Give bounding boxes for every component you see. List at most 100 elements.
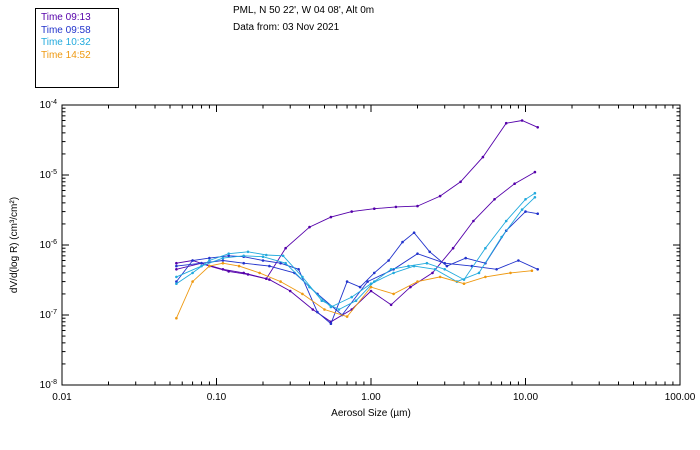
data-point-marker (389, 303, 393, 307)
data-point-marker (366, 280, 369, 283)
data-point-marker (500, 235, 503, 239)
data-point-marker (242, 254, 245, 258)
data-point-marker (297, 268, 300, 271)
data-point-marker (425, 261, 429, 265)
data-point-marker (279, 280, 282, 283)
data-point-marker (536, 212, 539, 215)
series-time-0913-0 (175, 119, 539, 281)
data-point-marker (208, 259, 211, 262)
data-point-marker (221, 259, 225, 262)
data-point-marker (373, 271, 376, 275)
y-tick-label: 10-8 (40, 379, 57, 391)
data-point-marker (227, 252, 230, 255)
data-point-marker (221, 261, 225, 265)
data-point-marker (175, 268, 178, 271)
legend-item-time-1032: Time 10:32 (41, 37, 91, 48)
data-point-marker (536, 268, 539, 271)
data-point-marker (258, 271, 261, 275)
data-point-marker (513, 182, 516, 185)
data-point-marker (175, 261, 178, 265)
data-point-marker (191, 271, 194, 275)
data-point-marker (459, 180, 462, 184)
data-point-marker (175, 275, 178, 279)
data-point-marker (451, 246, 455, 250)
data-point-marker (533, 196, 537, 199)
data-point-marker (373, 207, 376, 210)
data-point-marker (394, 205, 398, 209)
data-point-marker (530, 269, 534, 273)
data-point-marker (438, 275, 442, 279)
data-point-marker (323, 308, 326, 311)
data-point-marker (472, 219, 475, 223)
data-point-marker (392, 292, 395, 296)
data-point-marker (337, 308, 341, 311)
data-point-marker (443, 261, 447, 265)
series-time-0958-3 (175, 252, 539, 317)
data-point-marker (261, 255, 265, 258)
data-point-marker (268, 264, 271, 268)
data-point-marker (268, 278, 271, 281)
data-point-marker (227, 270, 230, 273)
data-point-marker (227, 254, 230, 258)
data-point-marker (401, 240, 404, 244)
data-point-marker (533, 170, 537, 174)
data-point-marker (428, 250, 432, 254)
data-point-marker (284, 246, 287, 250)
data-point-marker (311, 308, 315, 311)
data-point-marker (175, 316, 178, 320)
data-point-marker (191, 259, 194, 262)
x-tick-label: 10.00 (513, 392, 538, 403)
series-line (176, 253, 538, 316)
data-point-marker (358, 285, 362, 289)
data-point-marker (369, 289, 373, 293)
series-time-1032-4 (175, 191, 537, 311)
data-point-marker (221, 256, 225, 260)
data-point-marker (329, 305, 333, 309)
data-point-marker (416, 280, 419, 283)
data-point-marker (509, 271, 512, 275)
x-tick-label: 0.10 (207, 392, 227, 403)
y-axis-title: dV/d(log R) (cm³/cm²) (9, 197, 20, 293)
data-point-marker (416, 252, 419, 255)
data-point-marker (281, 254, 285, 258)
data-point-marker (495, 268, 498, 271)
series-time-1032-5 (175, 196, 537, 309)
data-point-marker (416, 204, 419, 208)
data-point-marker (389, 268, 393, 271)
legend-box: Time 09:13 Time 09:58 Time 10:32 Time 14… (35, 8, 119, 88)
data-point-marker (208, 264, 211, 268)
data-point-marker (265, 253, 268, 257)
data-point-marker (477, 271, 481, 275)
data-point-marker (484, 275, 487, 279)
data-point-marker (445, 264, 449, 268)
data-point-marker (387, 259, 390, 262)
data-point-marker (350, 210, 354, 213)
data-point-marker (354, 299, 358, 303)
data-point-marker (524, 210, 527, 213)
data-point-marker (175, 264, 178, 268)
data-point-marker (412, 264, 416, 268)
y-tick-label: 10-5 (40, 169, 57, 181)
data-point-marker (308, 285, 311, 289)
data-point-marker (175, 280, 178, 283)
series-line (176, 196, 536, 308)
data-point-marker (242, 261, 245, 265)
data-point-marker (481, 155, 485, 159)
data-point-marker (200, 264, 203, 268)
data-point-marker (316, 310, 319, 314)
data-point-marker (329, 322, 333, 326)
plot-frame (61, 104, 681, 386)
data-point-marker (261, 259, 265, 262)
series-line (176, 171, 536, 323)
x-axis-ticks (61, 105, 681, 385)
data-point-marker (284, 261, 287, 265)
data-point-marker (464, 256, 468, 260)
data-point-marker (191, 280, 194, 283)
data-point-marker (392, 271, 395, 275)
data-point-marker (345, 280, 349, 283)
y-axis-ticks (62, 104, 680, 386)
data-point-marker (320, 299, 324, 303)
series-time-0913-1 (175, 170, 537, 324)
x-tick-label: 0.01 (52, 392, 72, 403)
